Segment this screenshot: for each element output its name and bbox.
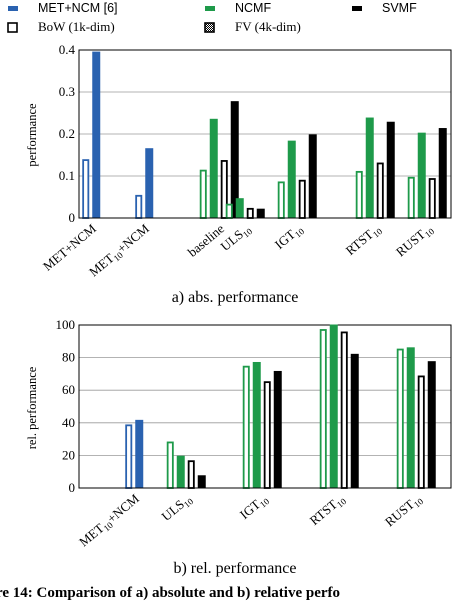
category-label: RUST10 bbox=[382, 490, 426, 530]
bar bbox=[135, 194, 143, 219]
category-label: ULS10 bbox=[218, 220, 255, 255]
bar bbox=[197, 475, 206, 489]
chart-relative-performance: 0 20 40 60 80 100 rel. performance MET10+NCM ULS… bbox=[25, 317, 452, 577]
legend-entry: BoW (1k-dim) bbox=[7, 19, 115, 34]
bar bbox=[246, 207, 254, 219]
bar bbox=[407, 176, 415, 219]
category-label: IGT10 bbox=[237, 490, 272, 523]
bar bbox=[256, 208, 265, 219]
bar bbox=[209, 118, 218, 219]
y-tick-label: 0 bbox=[69, 480, 76, 495]
y-tick-label: 0.1 bbox=[59, 168, 75, 183]
bar bbox=[308, 134, 317, 219]
legend-label: FV (4k-dim) bbox=[235, 19, 301, 34]
y-tick-label: 40 bbox=[62, 415, 75, 430]
legend-label: SVMF bbox=[382, 1, 417, 15]
category-label: ULS10 bbox=[159, 490, 196, 525]
legend-label: NCMF bbox=[235, 1, 271, 15]
bar bbox=[273, 370, 282, 489]
bar bbox=[386, 121, 395, 219]
bar bbox=[176, 455, 185, 489]
bar bbox=[187, 460, 195, 489]
bar bbox=[277, 181, 285, 219]
y-tick-label: 60 bbox=[62, 382, 75, 397]
subcaption: b) rel. performance bbox=[173, 560, 296, 577]
y-tick-label: 0.4 bbox=[59, 42, 76, 57]
subcaption: a) abs. performance bbox=[172, 289, 299, 306]
y-tick-label: 100 bbox=[56, 317, 76, 332]
bar bbox=[199, 169, 207, 219]
y-tick-label: 0 bbox=[69, 210, 76, 225]
bar bbox=[417, 375, 425, 489]
bar bbox=[350, 353, 359, 489]
legend-label: MET+NCM [6] bbox=[38, 1, 118, 15]
bar bbox=[417, 132, 426, 219]
bar bbox=[252, 361, 261, 489]
category-label: RTST10 bbox=[343, 220, 385, 259]
y-tick-label: 20 bbox=[62, 447, 75, 462]
bar bbox=[166, 441, 174, 489]
bar bbox=[287, 140, 296, 219]
chart-absolute-performance: 00.10.20.30.4performanceMET+NCMMET10+NCM… bbox=[25, 42, 452, 306]
category-label: RUST10 bbox=[393, 220, 437, 260]
y-tick-label: 80 bbox=[62, 350, 75, 365]
legend-swatch bbox=[7, 22, 18, 33]
bar bbox=[406, 347, 415, 489]
legend-swatch bbox=[205, 6, 215, 11]
y-tick-label: 0.2 bbox=[59, 126, 75, 141]
legend: MET+NCM [6] NCMF SVMF BoW (1k-dim) FV (4k-di… bbox=[7, 1, 417, 34]
bar bbox=[427, 361, 436, 489]
bar bbox=[242, 365, 250, 489]
bar bbox=[145, 148, 154, 219]
bar bbox=[340, 331, 348, 489]
category-label: RTST10 bbox=[307, 490, 349, 529]
legend-entry: SVMF bbox=[352, 1, 417, 15]
bar bbox=[376, 162, 384, 219]
bar bbox=[235, 198, 244, 219]
legend-label: BoW (1k-dim) bbox=[38, 19, 115, 34]
y-axis-label: performance bbox=[25, 103, 39, 167]
bar bbox=[263, 381, 271, 489]
legend-entry: MET+NCM [6] bbox=[8, 1, 118, 15]
y-tick-label: 0.3 bbox=[59, 84, 75, 99]
legend-swatch bbox=[204, 22, 215, 33]
bar bbox=[82, 159, 90, 219]
y-axis-label: rel. performance bbox=[25, 366, 39, 449]
bar bbox=[438, 128, 447, 219]
bar bbox=[365, 117, 374, 219]
bar bbox=[135, 419, 144, 489]
legend-entry: NCMF bbox=[205, 1, 271, 15]
bar bbox=[329, 324, 338, 489]
category-label: MET10+NCM bbox=[76, 491, 143, 551]
bar bbox=[225, 203, 233, 219]
legend-swatch bbox=[8, 6, 18, 11]
bar bbox=[355, 170, 363, 219]
figure-caption: re 14: Comparison of a) absolute and b) … bbox=[0, 585, 340, 601]
bar bbox=[92, 51, 101, 219]
bar bbox=[125, 424, 133, 489]
legend-swatch bbox=[352, 6, 362, 11]
bar bbox=[396, 348, 404, 489]
bar bbox=[428, 178, 436, 219]
bar bbox=[298, 179, 306, 219]
bar bbox=[319, 329, 327, 489]
category-label: IGT10 bbox=[272, 220, 307, 253]
legend-entry: FV (4k-dim) bbox=[204, 19, 301, 34]
